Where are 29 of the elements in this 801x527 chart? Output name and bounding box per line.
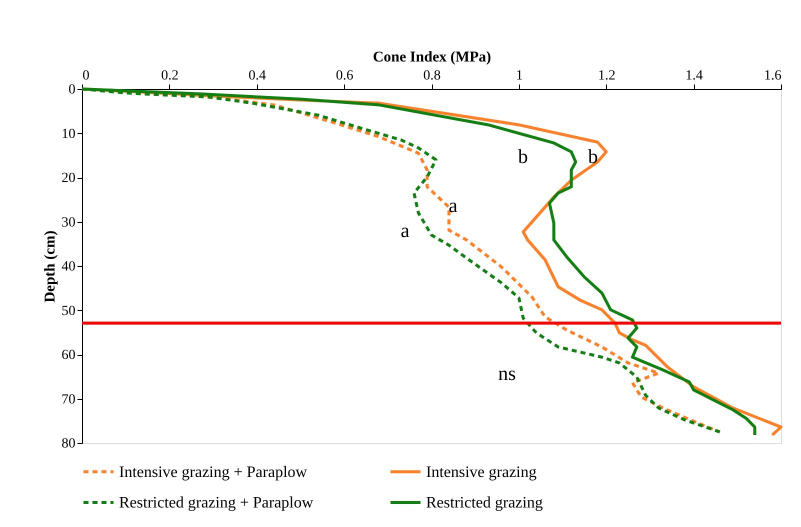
y-tick-label: 40 [62, 260, 76, 274]
x-tick-label: 0.8 [423, 68, 441, 84]
legend-label: Restricted grazing [426, 494, 543, 512]
annotation: b [518, 146, 528, 168]
x-tick-label: 0.6 [336, 68, 354, 84]
x-tick-label: 1.4 [685, 68, 703, 84]
legend-label: Intensive grazing + Paraplow [119, 464, 308, 481]
y-tick-label: 80 [62, 436, 76, 452]
x-tick-label: 0.4 [248, 68, 266, 84]
annotation: ns [498, 363, 516, 385]
y-tick-label: 30 [62, 215, 76, 230]
x-tick-label: 1.6 [764, 68, 782, 84]
annotation: b [588, 146, 598, 168]
x-tick-label: 1.2 [598, 68, 616, 84]
y-tick-label: 70 [62, 392, 76, 408]
annotation: a [400, 220, 410, 242]
x-tick-label: 1 [516, 68, 523, 84]
x-tick-label: 0.2 [161, 68, 179, 84]
y-tick-label: 0 [68, 82, 76, 98]
y-tick-label: 20 [62, 171, 76, 186]
y-axis-title: Depth (cm) [42, 230, 58, 303]
x-tick-label: 0 [82, 68, 90, 84]
y-tick-label: 50 [62, 304, 76, 319]
x-axis-title: Cone Index (MPa) [372, 50, 492, 66]
y-tick-label: 10 [62, 126, 76, 142]
legend-label: Restricted grazing + Paraplow [119, 494, 314, 512]
annotation: a [448, 195, 458, 217]
legend-label: Intensive grazing [426, 464, 537, 481]
y-tick-label: 60 [62, 348, 76, 363]
